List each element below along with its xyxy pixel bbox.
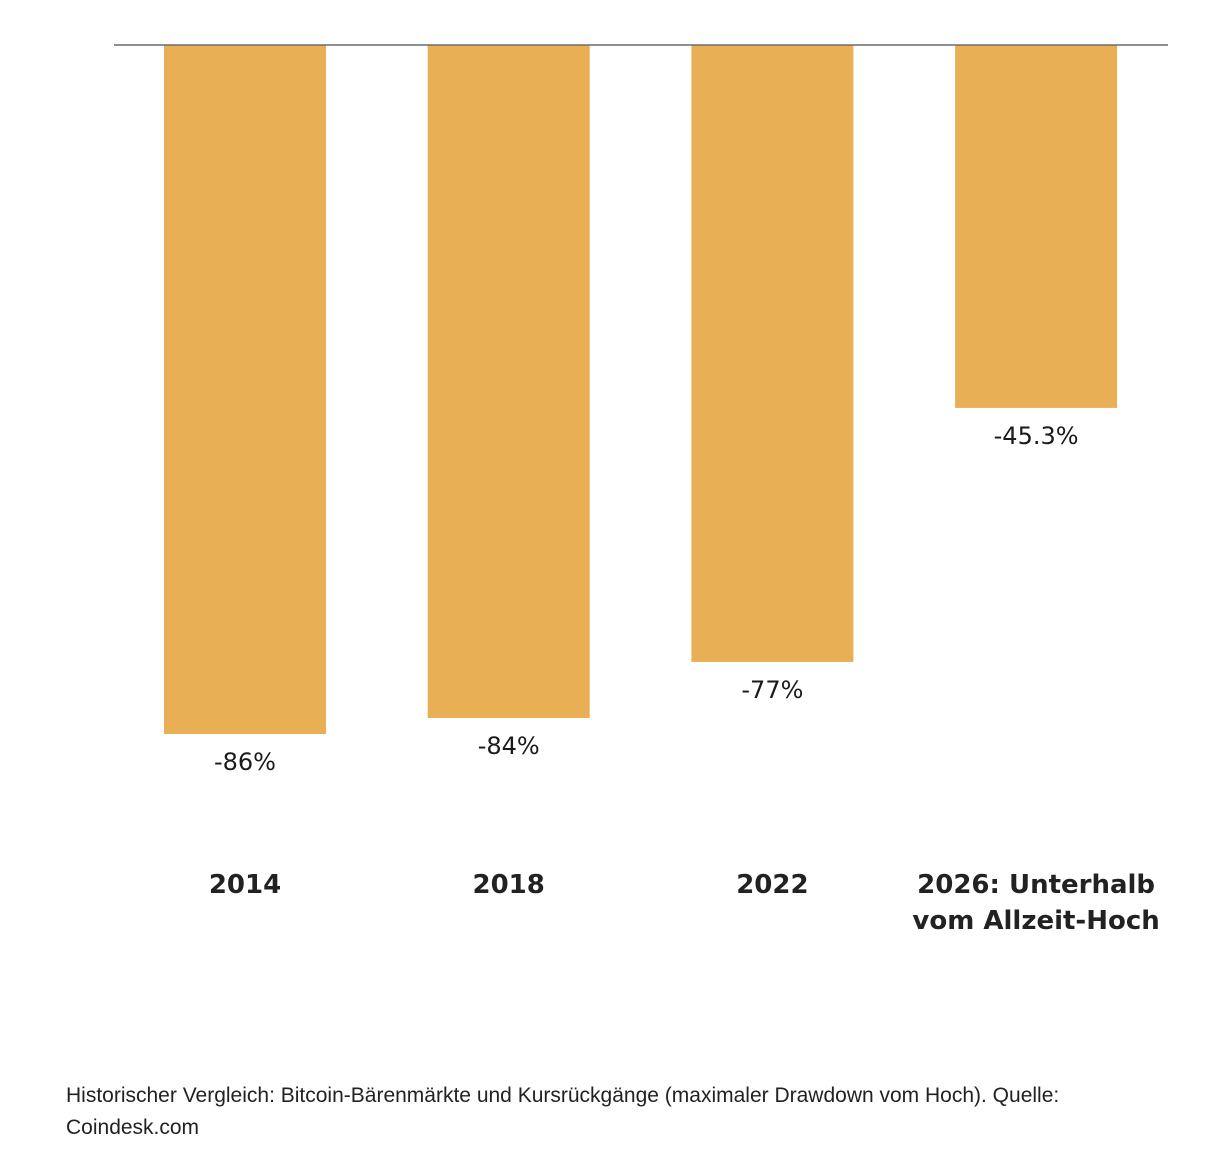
value-label-2: -77% [741,676,803,704]
value-label-3: -45.3% [994,422,1079,450]
category-label-0: 2014 [209,870,281,900]
bar-2 [691,45,854,662]
value-labels-layer: -86% -84% -77% -45.3% [214,422,1079,776]
bar-chart: -86% -84% -77% -45.3% 2014 2018 2022 2026: Unt… [114,44,1168,936]
category-labels-layer: 2014 2018 2022 2026: Unterhalb vom Allzeit-H… [209,870,1160,936]
category-label-2: 2022 [736,870,808,900]
category-label-3-line-0: 2026: Unterhalb [917,870,1155,900]
category-label-1: 2018 [473,870,545,900]
bar-0 [164,45,326,734]
bars-layer [164,45,1118,734]
value-label-0: -86% [214,748,276,776]
value-label-1: -84% [478,732,540,760]
bar-3 [955,45,1118,408]
bar-1 [427,45,590,718]
category-label-3-line-1: vom Allzeit-Hoch [912,906,1159,936]
figure-caption: Historischer Vergleich: Bitcoin-Bärenmär… [66,1084,1060,1139]
